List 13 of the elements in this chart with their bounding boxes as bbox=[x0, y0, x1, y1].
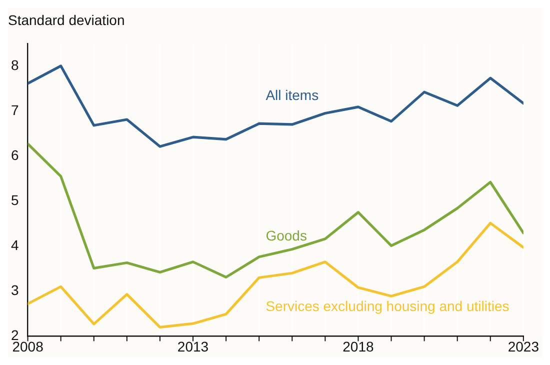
series-label: All items bbox=[266, 86, 319, 103]
y-tick-label: 8 bbox=[10, 56, 19, 73]
y-tick-label: 5 bbox=[10, 192, 19, 208]
y-tick-label: 4 bbox=[10, 236, 19, 253]
y-tick-label: 7 bbox=[10, 102, 19, 118]
series-label: Services excluding housing and utilities bbox=[266, 298, 510, 314]
x-tick-label: 2018 bbox=[342, 338, 374, 354]
y-tick-label: 6 bbox=[10, 146, 19, 163]
x-tick-label: 2023 bbox=[508, 338, 540, 354]
x-tick-label: 2013 bbox=[177, 338, 209, 354]
series-label: Goods bbox=[266, 228, 307, 244]
y-axis-title: Standard deviation bbox=[8, 11, 126, 30]
y-tick-label: 3 bbox=[10, 282, 19, 298]
